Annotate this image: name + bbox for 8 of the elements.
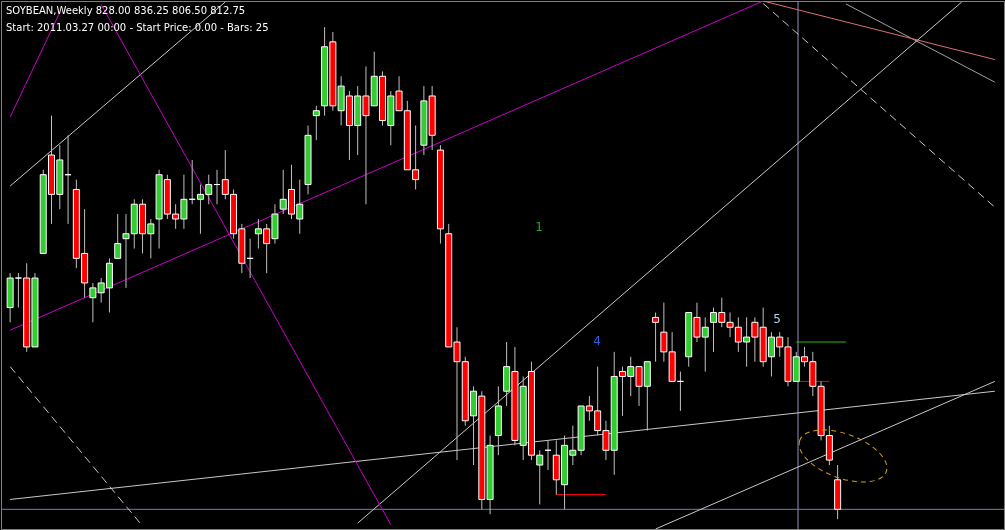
candlestick: [652, 311, 660, 363]
annotation: 1: [535, 220, 543, 234]
chart-title: SOYBEAN,Weekly 828.00 836.25 806.50 812.75: [6, 5, 246, 16]
annotation: 4: [593, 334, 601, 348]
candlestick: [312, 105, 320, 141]
candlestick: [114, 213, 122, 259]
annotation: 5: [773, 312, 781, 326]
chart-subtitle: Start: 2011.03.27 00:00 - Start Price: 0.00 - Bars: 25: [6, 22, 269, 33]
